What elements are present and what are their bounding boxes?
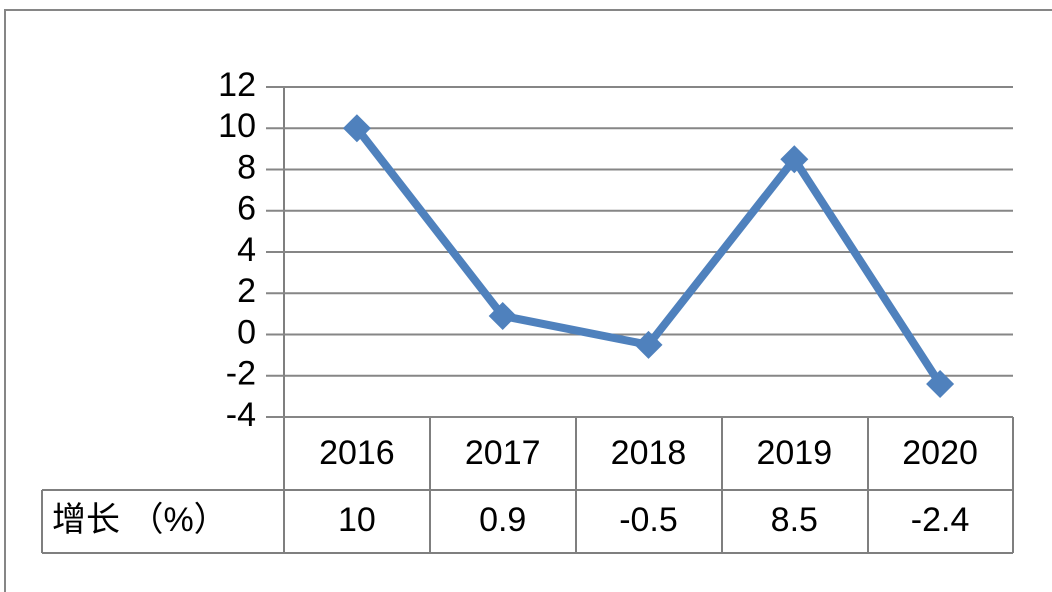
y-tick-label: 2 <box>237 272 256 310</box>
x-tick-label: 2019 <box>756 434 832 472</box>
legend-label: 增长 （%） <box>52 501 228 539</box>
marker <box>634 330 663 359</box>
y-tick-label: 0 <box>237 313 256 351</box>
chart-border <box>4 9 1052 592</box>
x-tick-label: 2017 <box>465 434 541 472</box>
x-tick-label: 2016 <box>319 434 395 472</box>
x-tick-label: 2020 <box>902 434 978 472</box>
data-table-frame <box>41 87 1014 554</box>
table-value: 0.9 <box>479 501 526 539</box>
x-tick-label: 2018 <box>611 434 687 472</box>
table-value: -2.4 <box>911 501 970 539</box>
table-value: 8.5 <box>771 501 818 539</box>
marker <box>342 114 371 143</box>
marker <box>926 370 955 398</box>
y-tick-label: 4 <box>237 231 256 269</box>
y-tick-label: -2 <box>226 355 256 393</box>
y-tick-label: 8 <box>237 148 256 186</box>
y-tick-label: -4 <box>226 396 256 434</box>
marker <box>780 145 809 174</box>
marker <box>488 301 517 330</box>
table-value: -0.5 <box>619 501 678 539</box>
y-tick-label: 12 <box>218 66 256 104</box>
table-value: 10 <box>338 501 376 539</box>
y-tick-label: 6 <box>237 190 256 228</box>
y-tick-label: 10 <box>218 107 256 145</box>
